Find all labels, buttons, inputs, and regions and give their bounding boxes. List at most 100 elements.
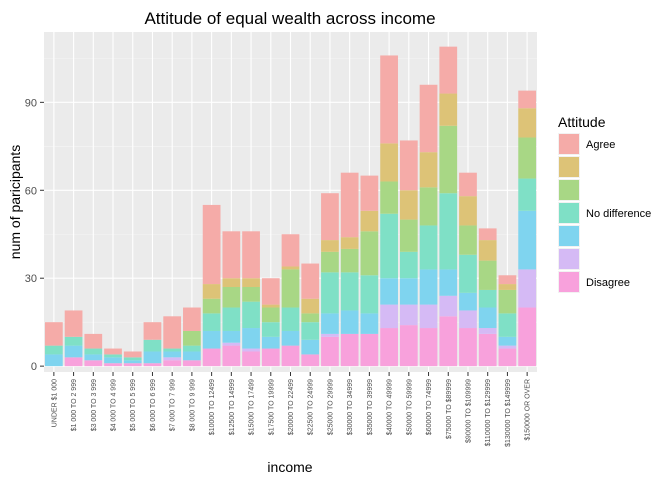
bar-segment [104,363,122,367]
bar-segment [439,46,458,94]
bar-segment [459,196,477,226]
bar-segment [104,354,122,358]
legend-label: No difference [586,208,651,220]
bar-segment [242,348,260,352]
bar-segment [459,225,477,255]
x-tick-label: $10000 TO 12499 [209,379,216,435]
y-axis: 0 30 60 90 [25,97,44,373]
bar-segment [143,339,162,352]
bar-segment [399,278,418,305]
legend-key [559,134,579,154]
bar-segment [459,172,477,197]
bar-segment [84,348,103,355]
legend: Attitude Agree No difference Disagree [558,114,651,293]
bar-segment [360,275,379,314]
legend-key [559,203,579,223]
bar-segment [261,278,280,305]
x-axis-label: income [267,459,312,475]
y-tick-label: 90 [25,97,37,109]
bar-segment [518,307,537,367]
bar-segment [202,330,221,349]
x-tick-label: $130000 TO $149999 [505,379,512,447]
bar-segment [242,301,260,329]
bar-segment [321,240,339,252]
bar-segment [439,93,458,126]
bar-segment [518,210,537,270]
bar-segment [163,360,182,367]
bar-segment [281,307,300,331]
bar-segment [222,330,241,343]
bar-segment [340,333,359,367]
x-tick-label: $7 000 TO 7 999 [170,379,177,431]
legend-label: Agree [586,139,615,151]
bar-segment [84,333,103,349]
bar-segment [104,348,122,355]
x-tick-label: $3 000 TO 3 999 [91,379,98,431]
y-tick-label: 0 [31,361,37,373]
bar-segment [321,333,339,337]
bar-segment [123,357,142,361]
bar-segment [183,307,201,331]
bar-segment [518,137,537,179]
bar-segment [183,345,201,352]
bar-segment [163,316,182,349]
bar-segment [123,360,142,364]
bar-segment [44,345,63,355]
bar-segment [183,330,201,346]
bar-segment [202,313,221,331]
bar-segment [439,269,458,296]
bar-segment [143,351,162,364]
bar-segment [478,289,497,308]
bar-segment [419,269,438,305]
bar-segment [478,260,497,290]
x-tick-label: $15000 TO 17499 [249,379,256,435]
bar-segment [261,348,280,367]
legend-key [559,249,579,269]
x-tick-label: $90000 TO $109999 [465,379,472,443]
bar-segment [518,90,537,109]
bar-segment [518,178,537,211]
bar-segment [399,304,418,326]
bar-segment [301,339,320,355]
bar-segment [518,269,537,308]
bar-segment [439,316,458,367]
bar-segment [321,251,339,273]
bar-segment [380,143,398,182]
chart-title: Attitude of equal wealth across income [144,9,435,28]
bar-segment [261,304,280,308]
bar-segment [202,348,221,367]
x-tick-label: $25000 TO 29999 [327,379,334,435]
bar-segment [163,348,182,352]
bar-segment [64,336,83,346]
bar-segment [498,275,517,285]
bar-segment [222,345,241,367]
x-tick-label: $17500 TO 19999 [268,379,275,435]
bar-segment [222,287,241,308]
bar-segment [321,313,339,334]
bar-segment [301,263,320,299]
x-tick-label: $50000 TO 59999 [406,379,413,435]
x-tick-label: $75000 TO $89999 [446,379,453,439]
x-tick-label: $22500 TO 24999 [308,379,315,435]
bar-segment [399,140,418,191]
bar-segment [478,333,497,367]
x-tick-label: $20000 TO 22499 [288,379,295,435]
bar-segment [242,328,260,349]
bar-segment [222,342,241,346]
x-axis: UNDER $1 000 $1 000 TO 2 999 $3 000 TO 3 9… [51,372,532,447]
bar-segment [123,351,142,358]
bar-segment [498,345,517,349]
bar-segment [439,125,458,194]
bar-segment [281,234,300,267]
x-tick-label: $12500 TO 14999 [229,379,236,435]
x-tick-label: $150000 OR OVER [525,379,532,440]
bar-segment [84,360,103,367]
bar-segment [380,278,398,305]
bar-segment [104,357,122,364]
bar-segment [242,287,260,302]
bar-segment [202,204,221,285]
bar-segment [478,240,497,261]
bar-segment [222,231,241,279]
bar-segment [281,330,300,346]
bar-segment [380,304,398,329]
